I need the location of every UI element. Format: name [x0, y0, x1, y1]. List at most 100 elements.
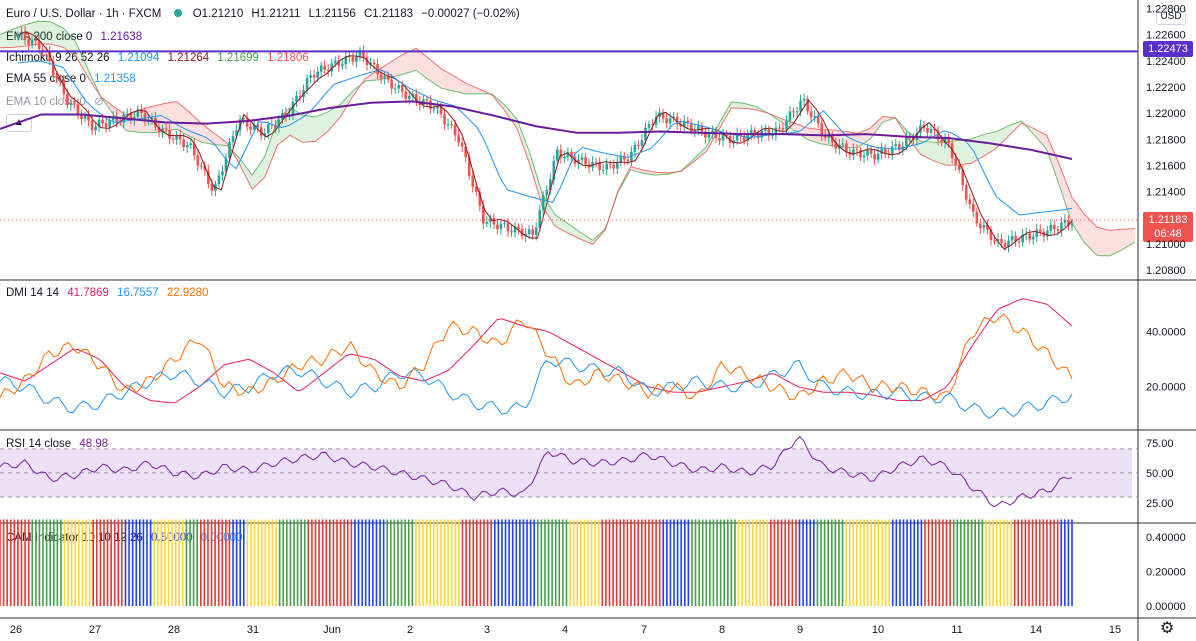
candle-body: [383, 75, 386, 79]
candle-body: [443, 114, 446, 125]
candle-body: [615, 162, 619, 169]
candle-body: [30, 39, 34, 45]
ichimoku-cloud-segment: [327, 104, 341, 132]
candle-body: [1046, 230, 1049, 237]
adx-value: 22.9280: [166, 287, 209, 299]
ichimoku-cloud-segment: [454, 75, 467, 94]
candle-body: [668, 118, 672, 124]
candle-body: [348, 56, 351, 58]
ema55-legend[interactable]: EMA 55 close 0 1.21358: [6, 73, 141, 85]
candle-body: [1070, 223, 1074, 226]
bar-countdown: 06:48: [1154, 228, 1182, 240]
candle-body: [104, 123, 108, 127]
candle-body: [221, 171, 224, 176]
candle-body: [957, 165, 961, 170]
candle-body: [429, 100, 432, 109]
candle-body: [27, 39, 30, 45]
candle-body: [689, 123, 693, 132]
candle-body: [182, 139, 185, 148]
candle-body: [55, 75, 59, 79]
ichimoku-cloud-segment: [239, 158, 253, 190]
candle-body: [386, 75, 390, 80]
candle-body: [161, 128, 164, 133]
candle-body: [823, 135, 827, 138]
candle-body: [566, 151, 570, 157]
ichimoku-cloud-segment: [428, 58, 442, 89]
ichimoku-cloud-segment: [870, 116, 883, 140]
candle-body: [781, 127, 785, 130]
candle-body: [771, 134, 774, 136]
candle-body: [563, 156, 566, 158]
candle-body: [168, 129, 171, 139]
candle-body: [795, 111, 799, 113]
candle-body: [432, 108, 436, 110]
candle-body: [890, 146, 894, 155]
candle-body: [503, 223, 506, 225]
candle-body: [393, 88, 397, 90]
candle-body: [513, 226, 517, 233]
candle-body: [133, 116, 136, 120]
candle-body: [950, 143, 954, 159]
candle-body: [1007, 240, 1010, 247]
candle-body: [774, 127, 778, 135]
ema10-legend[interactable]: EMA 10 close 0 ⊘: [6, 94, 109, 108]
candle-body: [746, 135, 749, 141]
dmi-plus-value: 41.7869: [67, 287, 109, 299]
price-axis-tick: 1.22000: [1146, 108, 1186, 120]
ichimoku-cloud-segment: [264, 119, 278, 178]
eye-hidden-icon[interactable]: ⊘: [94, 96, 104, 108]
candle-body: [742, 135, 746, 141]
candle-body: [316, 71, 319, 78]
ohlc-close: C1.21183: [363, 8, 414, 20]
time-axis-label: 8: [719, 624, 725, 636]
currency-badge[interactable]: USD: [1156, 8, 1186, 25]
settings-gear-icon[interactable]: ⚙: [1160, 620, 1175, 637]
candle-body: [125, 113, 129, 115]
candle-body: [330, 63, 334, 72]
candle-body: [259, 127, 263, 136]
candle-body: [323, 65, 326, 70]
ema200-value: 1.21638: [100, 31, 143, 43]
ichimoku-v1: 1.21094: [117, 52, 160, 64]
candle-body: [961, 169, 965, 186]
candle-body: [1038, 229, 1042, 232]
price-axis-tick: 1.21800: [1146, 134, 1186, 146]
candle-body: [242, 118, 245, 120]
candle-body: [326, 69, 330, 72]
candle-body: [968, 199, 972, 205]
time-axis-label: Jun: [323, 624, 341, 636]
candle-body: [883, 148, 887, 154]
candle-body: [802, 98, 806, 101]
cam-axis-tick: 0.20000: [1146, 566, 1186, 578]
candle-body: [880, 148, 883, 154]
candle-body: [693, 130, 697, 132]
candle-body: [584, 157, 587, 165]
candle-body: [665, 118, 668, 124]
ichimoku-cloud-segment: [517, 119, 530, 165]
ichimoku-cloud-segment: [189, 111, 202, 143]
ichimoku-cloud-segment: [933, 142, 946, 166]
candle-body: [1067, 219, 1070, 226]
dmi-legend[interactable]: DMI 14 14 41.7869 16.7557 22.9280: [6, 287, 213, 299]
candle-body: [41, 49, 44, 51]
rsi-legend[interactable]: RSI 14 close 48.98: [6, 438, 113, 450]
candle-body: [189, 143, 193, 145]
candle-body: [764, 129, 767, 131]
candle-body: [492, 217, 496, 225]
candle-body: [266, 124, 270, 134]
candle-body: [767, 129, 771, 136]
candle-body: [947, 138, 950, 144]
candle-body: [933, 129, 936, 131]
candle-body: [1021, 234, 1024, 243]
candle-body: [806, 98, 809, 112]
candle-body: [605, 163, 608, 170]
candle-body: [1049, 224, 1053, 231]
price-axis-tick: 1.21400: [1146, 187, 1186, 199]
candle-body: [249, 126, 252, 130]
candle-body: [48, 51, 52, 62]
candle-body: [894, 144, 898, 147]
ohlc-change: −0.00027 (−0.02%): [421, 8, 520, 20]
candle-body: [548, 179, 552, 191]
symbol-title[interactable]: Euro / U.S. Dollar · 1h · FXCM: [6, 8, 162, 20]
